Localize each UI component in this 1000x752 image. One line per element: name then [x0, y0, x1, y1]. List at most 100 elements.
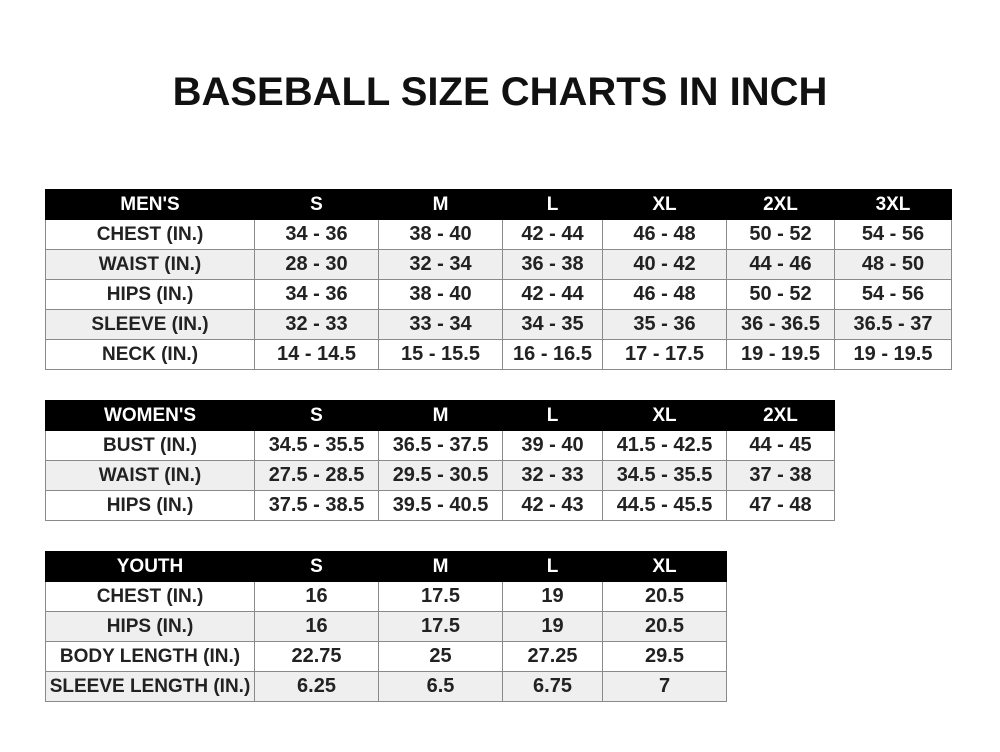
- size-header: M: [378, 189, 503, 220]
- measurement-label: HIPS (IN.): [45, 611, 255, 642]
- table-row: NECK (IN.) 14 - 14.5 15 - 15.5 16 - 16.5 17 …: [45, 339, 952, 370]
- size-header: 2XL: [726, 400, 835, 431]
- size-value: 36.5 - 37.5: [378, 430, 503, 461]
- size-value: 27.5 - 28.5: [254, 460, 379, 491]
- size-value: 42 - 43: [502, 490, 603, 521]
- size-value: 6.75: [502, 671, 603, 702]
- size-header: L: [502, 551, 603, 582]
- measurement-label: BODY LENGTH (IN.): [45, 641, 255, 672]
- size-value: 19: [502, 581, 603, 612]
- table-row: WAIST (IN.) 27.5 - 28.5 29.5 - 30.5 32 - 33…: [45, 460, 835, 491]
- size-header: XL: [602, 551, 727, 582]
- table-row: HIPS (IN.) 16 17.5 19 20.5: [45, 611, 727, 642]
- size-value: 36 - 36.5: [726, 309, 835, 340]
- measurement-label: NECK (IN.): [45, 339, 255, 370]
- size-value: 14 - 14.5: [254, 339, 379, 370]
- size-value: 22.75: [254, 641, 379, 672]
- size-header: XL: [602, 400, 727, 431]
- size-value: 34 - 35: [502, 309, 603, 340]
- header-row: YOUTH S M L XL: [45, 551, 727, 582]
- size-value: 7: [602, 671, 727, 702]
- size-value: 16: [254, 611, 379, 642]
- size-value: 16: [254, 581, 379, 612]
- table-row: SLEEVE LENGTH (IN.) 6.25 6.5 6.75 7: [45, 671, 727, 702]
- table-row: HIPS (IN.) 37.5 - 38.5 39.5 - 40.5 42 - 43 4…: [45, 490, 835, 521]
- size-value: 17.5: [378, 611, 503, 642]
- measurement-label: SLEEVE LENGTH (IN.): [45, 671, 255, 702]
- size-value: 33 - 34: [378, 309, 503, 340]
- size-value: 29.5 - 30.5: [378, 460, 503, 491]
- size-value: 39.5 - 40.5: [378, 490, 503, 521]
- size-value: 20.5: [602, 611, 727, 642]
- size-value: 48 - 50: [834, 249, 952, 280]
- measurement-label: BUST (IN.): [45, 430, 255, 461]
- size-value: 50 - 52: [726, 279, 835, 310]
- size-value: 34.5 - 35.5: [602, 460, 727, 491]
- size-header: 3XL: [834, 189, 952, 220]
- category-header: WOMEN'S: [45, 400, 255, 431]
- size-header: S: [254, 400, 379, 431]
- size-value: 36 - 38: [502, 249, 603, 280]
- youth-size-table: YOUTH S M L XL CHEST (IN.) 16 17.5 19 20.5 HIPS (I…: [45, 551, 727, 702]
- size-value: 19: [502, 611, 603, 642]
- size-value: 6.5: [378, 671, 503, 702]
- size-value: 46 - 48: [602, 279, 727, 310]
- measurement-label: SLEEVE (IN.): [45, 309, 255, 340]
- measurement-label: WAIST (IN.): [45, 460, 255, 491]
- size-header: M: [378, 400, 503, 431]
- table-row: HIPS (IN.) 34 - 36 38 - 40 42 - 44 46 - 48 50…: [45, 279, 952, 310]
- mens-size-table: MEN'S S M L XL 2XL 3XL CHEST (IN.) 34 - 36 38 - 4…: [45, 189, 952, 370]
- size-value: 40 - 42: [602, 249, 727, 280]
- table-row: CHEST (IN.) 16 17.5 19 20.5: [45, 581, 727, 612]
- size-value: 44 - 45: [726, 430, 835, 461]
- size-value: 37.5 - 38.5: [254, 490, 379, 521]
- header-row: MEN'S S M L XL 2XL 3XL: [45, 189, 952, 220]
- size-header: XL: [602, 189, 727, 220]
- category-header: YOUTH: [45, 551, 255, 582]
- size-value: 29.5: [602, 641, 727, 672]
- size-header: S: [254, 189, 379, 220]
- size-value: 42 - 44: [502, 279, 603, 310]
- size-header: L: [502, 400, 603, 431]
- womens-size-table: WOMEN'S S M L XL 2XL BUST (IN.) 34.5 - 35.5 36.5…: [45, 400, 835, 521]
- size-value: 15 - 15.5: [378, 339, 503, 370]
- size-value: 44 - 46: [726, 249, 835, 280]
- size-value: 6.25: [254, 671, 379, 702]
- size-value: 17 - 17.5: [602, 339, 727, 370]
- size-value: 47 - 48: [726, 490, 835, 521]
- table-row: CHEST (IN.) 34 - 36 38 - 40 42 - 44 46 - 48 5…: [45, 219, 952, 250]
- measurement-label: HIPS (IN.): [45, 490, 255, 521]
- category-header: MEN'S: [45, 189, 255, 220]
- size-value: 32 - 33: [254, 309, 379, 340]
- size-header: 2XL: [726, 189, 835, 220]
- size-value: 50 - 52: [726, 219, 835, 250]
- measurement-label: HIPS (IN.): [45, 279, 255, 310]
- size-value: 46 - 48: [602, 219, 727, 250]
- size-value: 37 - 38: [726, 460, 835, 491]
- size-value: 35 - 36: [602, 309, 727, 340]
- size-value: 27.25: [502, 641, 603, 672]
- size-value: 19 - 19.5: [834, 339, 952, 370]
- header-row: WOMEN'S S M L XL 2XL: [45, 400, 835, 431]
- size-value: 32 - 33: [502, 460, 603, 491]
- measurement-label: CHEST (IN.): [45, 219, 255, 250]
- measurement-label: WAIST (IN.): [45, 249, 255, 280]
- size-value: 19 - 19.5: [726, 339, 835, 370]
- size-value: 36.5 - 37: [834, 309, 952, 340]
- table-row: SLEEVE (IN.) 32 - 33 33 - 34 34 - 35 35 - 36…: [45, 309, 952, 340]
- size-value: 25: [378, 641, 503, 672]
- size-value: 34.5 - 35.5: [254, 430, 379, 461]
- table-row: BODY LENGTH (IN.) 22.75 25 27.25 29.5: [45, 641, 727, 672]
- size-value: 42 - 44: [502, 219, 603, 250]
- size-value: 28 - 30: [254, 249, 379, 280]
- size-value: 38 - 40: [378, 279, 503, 310]
- measurement-label: CHEST (IN.): [45, 581, 255, 612]
- size-header: S: [254, 551, 379, 582]
- page-title: BASEBALL SIZE CHARTS IN INCH: [172, 70, 828, 114]
- size-header: M: [378, 551, 503, 582]
- size-value: 38 - 40: [378, 219, 503, 250]
- size-value: 16 - 16.5: [502, 339, 603, 370]
- size-header: L: [502, 189, 603, 220]
- size-value: 54 - 56: [834, 219, 952, 250]
- size-value: 34 - 36: [254, 219, 379, 250]
